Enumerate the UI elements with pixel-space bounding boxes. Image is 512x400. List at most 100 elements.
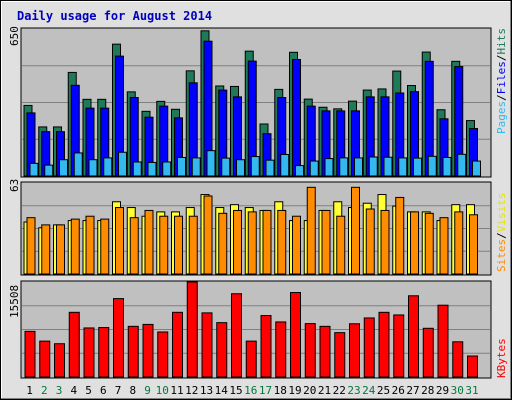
sites-bar-day-25: [380, 209, 390, 275]
pages-bar-day-10: [162, 161, 172, 177]
x-tick-label-day-12: 12: [185, 384, 198, 397]
sites-bar-day-19: [292, 215, 301, 275]
x-tick-label-day-9: 9: [144, 384, 151, 397]
pages-bar-day-4: [73, 152, 83, 177]
sites-visits-side-legend: Sites/Visits: [495, 193, 508, 273]
sites-bar-day-22: [336, 215, 346, 275]
sites-bar-day-5: [85, 215, 95, 275]
bar-marks: [23, 30, 481, 378]
sites-bar-day-27: [410, 211, 419, 275]
pages-bar-day-16: [250, 156, 260, 177]
pages-bar-day-31: [472, 160, 481, 177]
x-tick-label-day-24: 24: [362, 384, 376, 397]
sites-bar-day-7: [115, 207, 124, 275]
usage-side-legend: Pages/Files/Hits: [495, 28, 508, 134]
pages-bar-day-23: [354, 157, 363, 177]
sites-bar-day-8: [129, 217, 139, 275]
kbytes-bar-day-5: [83, 327, 95, 378]
x-tick-label-day-25: 25: [377, 384, 390, 397]
x-tick-label-day-31: 31: [465, 384, 478, 397]
pages-bar-day-9: [147, 161, 157, 177]
legend-separator-1: /: [495, 94, 508, 101]
kbytes-bar-day-15: [231, 293, 242, 378]
kbytes-side-legend: KBytes: [495, 338, 508, 378]
legend-sites: Sites: [495, 239, 508, 272]
pages-bar-day-11: [177, 156, 186, 177]
x-tick-label-day-13: 13: [200, 384, 213, 397]
pages-bar-day-1: [29, 162, 39, 177]
x-tick-label-day-17: 17: [259, 384, 272, 397]
x-tick-label-day-10: 10: [156, 384, 169, 397]
sites-bar-day-30: [454, 211, 464, 275]
kbytes-bar-day-3: [54, 343, 65, 378]
kbytes-bar-day-17: [260, 315, 272, 378]
legend-kbytes: KBytes: [495, 338, 508, 378]
pages-bar-day-8: [132, 161, 142, 177]
kbytes-bar-day-22: [334, 332, 346, 378]
usage-axis-max-label: 650: [8, 26, 21, 46]
sites-bar-day-29: [439, 217, 449, 275]
pages-bar-day-19: [295, 165, 304, 177]
pages-bar-day-13: [206, 150, 216, 177]
x-tick-label-day-14: 14: [215, 384, 229, 397]
sites-bar-day-9: [144, 209, 154, 275]
x-tick-label-day-27: 27: [406, 384, 419, 397]
pages-bar-day-7: [118, 151, 127, 177]
x-tick-label-day-7: 7: [115, 384, 122, 397]
kbytes-bar-day-26: [393, 314, 405, 378]
kbytes-bar-day-31: [467, 355, 478, 378]
pages-bar-day-2: [44, 164, 54, 177]
kbytes-bar-day-9: [142, 323, 154, 378]
legend-visits: Visits: [495, 193, 508, 233]
x-axis-day-labels: 1 2 3 4 5 6 7 8 9 10 11 12 13 14 15 16 17 18 19 20 21 22 23 24 2…: [26, 384, 478, 397]
pages-bar-day-25: [383, 156, 393, 177]
x-tick-label-day-22: 22: [333, 384, 346, 397]
kbytes-bar-day-14: [216, 322, 228, 378]
kbytes-bar-day-23: [349, 323, 360, 378]
legend-separator-2: /: [495, 55, 508, 62]
pages-bar-day-3: [59, 159, 68, 177]
sites-bar-day-20: [306, 186, 316, 275]
kbytes-bar-day-6: [98, 327, 110, 378]
pages-bar-day-28: [427, 155, 437, 177]
x-tick-label-day-19: 19: [288, 384, 301, 397]
sites-bar-day-1: [26, 217, 36, 275]
kbytes-bar-day-29: [437, 304, 449, 378]
kbytes-bar-day-28: [422, 327, 434, 378]
x-tick-label-day-15: 15: [229, 384, 242, 397]
sites-bar-day-21: [321, 209, 331, 275]
sites-bar-day-28: [424, 212, 434, 275]
kbytes-bar-day-11: [172, 311, 183, 378]
kbytes-bar-day-7: [113, 298, 124, 378]
sites-bar-day-15: [233, 209, 242, 275]
x-tick-label-day-18: 18: [274, 384, 287, 397]
x-tick-label-day-21: 21: [318, 384, 331, 397]
pages-bar-day-26: [398, 157, 408, 177]
x-tick-label-day-11: 11: [170, 384, 183, 397]
sites-bar-day-26: [395, 196, 405, 275]
sites-bar-day-23: [351, 186, 360, 275]
kbytes-bar-day-8: [127, 325, 139, 378]
kbytes-bar-day-12: [186, 281, 198, 378]
pages-bar-day-29: [442, 156, 452, 177]
x-tick-label-day-8: 8: [129, 384, 136, 397]
pages-bar-day-18: [280, 154, 290, 177]
kbytes-bar-day-18: [275, 321, 287, 378]
pages-bar-day-21: [324, 158, 334, 177]
x-tick-label-day-5: 5: [85, 384, 92, 397]
pages-bar-day-6: [103, 157, 113, 177]
sites-bar-day-14: [218, 212, 228, 275]
kbytes-bar-day-20: [304, 323, 316, 378]
pages-bar-day-14: [221, 157, 231, 177]
sites-bar-day-10: [159, 215, 169, 275]
pages-bar-day-24: [368, 156, 378, 177]
x-tick-label-day-20: 20: [303, 384, 316, 397]
kbytes-bar-day-30: [452, 341, 464, 378]
kbytes-bar-day-13: [201, 312, 213, 378]
sites-bar-day-18: [277, 209, 287, 275]
pages-bar-day-22: [339, 157, 349, 177]
sites-bar-day-24: [365, 208, 375, 275]
pages-bar-day-30: [457, 153, 467, 177]
x-tick-label-day-16: 16: [244, 384, 257, 397]
